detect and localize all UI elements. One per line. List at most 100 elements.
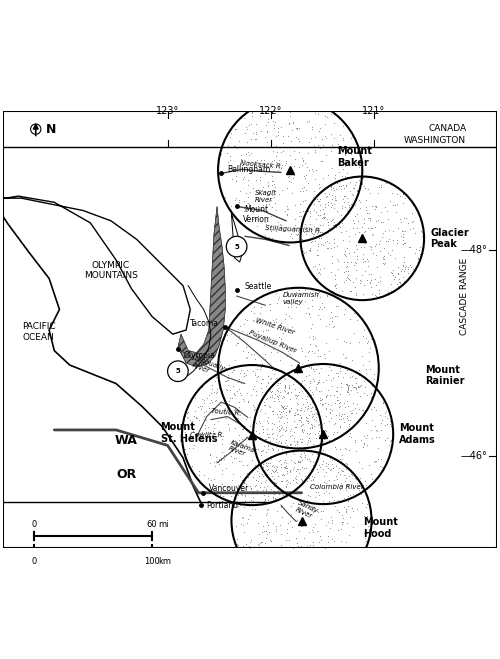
Point xyxy=(308,411,316,422)
Point xyxy=(278,401,286,412)
Point xyxy=(244,499,252,509)
Point xyxy=(322,411,330,421)
Point xyxy=(268,428,276,439)
Point xyxy=(361,226,369,237)
Point xyxy=(299,141,307,152)
Point xyxy=(230,405,238,415)
Point xyxy=(292,98,300,109)
Point xyxy=(198,382,206,393)
Point xyxy=(336,401,344,412)
Point xyxy=(349,223,357,233)
Point xyxy=(261,434,269,444)
Point xyxy=(332,218,340,229)
Point xyxy=(274,415,282,426)
Point xyxy=(318,134,326,144)
Point xyxy=(263,517,271,528)
Point xyxy=(206,432,214,442)
Point xyxy=(363,499,371,509)
Point xyxy=(342,202,349,213)
Point xyxy=(280,576,288,587)
Point xyxy=(236,484,244,495)
Point xyxy=(348,408,356,418)
Point xyxy=(274,471,282,481)
Point xyxy=(329,183,337,193)
Point xyxy=(330,419,338,430)
Point xyxy=(227,491,235,501)
Point xyxy=(240,501,248,512)
Point xyxy=(362,374,370,385)
Point xyxy=(231,414,239,424)
Point xyxy=(282,422,290,432)
Point xyxy=(328,316,336,326)
Point xyxy=(394,281,402,291)
Point xyxy=(347,465,355,476)
Point xyxy=(354,403,362,414)
Point xyxy=(277,540,285,550)
Point xyxy=(315,430,323,441)
Point xyxy=(371,241,379,252)
Point xyxy=(388,268,396,279)
Point xyxy=(405,242,413,252)
Point xyxy=(296,457,304,467)
Point xyxy=(300,170,308,181)
Point xyxy=(350,229,358,240)
Point xyxy=(296,451,304,462)
Point xyxy=(271,478,279,488)
Point xyxy=(215,454,223,465)
Point xyxy=(246,411,254,422)
Point xyxy=(210,422,218,433)
Point xyxy=(367,242,375,252)
Point xyxy=(300,351,308,361)
Point xyxy=(275,436,283,447)
Point xyxy=(276,413,283,423)
Text: Mount
Baker: Mount Baker xyxy=(338,146,372,168)
Point xyxy=(232,453,239,463)
Point xyxy=(277,502,285,513)
Point xyxy=(232,488,239,498)
Point xyxy=(376,272,384,283)
Point xyxy=(260,349,268,359)
Point xyxy=(366,278,374,289)
Point xyxy=(310,107,318,118)
Point xyxy=(344,197,352,208)
Point xyxy=(362,368,370,379)
Point xyxy=(322,571,330,582)
Text: Tacoma: Tacoma xyxy=(190,320,219,328)
Point xyxy=(249,314,257,325)
Point xyxy=(336,363,344,374)
Point xyxy=(296,410,304,420)
Point xyxy=(316,210,324,220)
Point xyxy=(283,413,291,424)
Point xyxy=(249,207,257,217)
Point xyxy=(229,209,237,219)
Point xyxy=(310,409,318,420)
Point xyxy=(319,436,327,447)
Point xyxy=(250,381,258,391)
Point xyxy=(350,183,358,193)
Point xyxy=(340,183,348,193)
Point xyxy=(332,565,340,576)
Point xyxy=(316,462,324,473)
Point xyxy=(258,378,266,389)
Point xyxy=(276,557,283,567)
Point xyxy=(230,453,238,463)
Point xyxy=(360,217,368,228)
Point xyxy=(286,501,294,511)
Point xyxy=(282,425,290,436)
Point xyxy=(316,395,324,405)
Point xyxy=(262,470,270,480)
Point xyxy=(290,346,298,357)
Point xyxy=(342,378,350,389)
Point xyxy=(389,270,397,280)
Point xyxy=(310,428,318,439)
Point xyxy=(295,136,303,147)
Point xyxy=(264,432,272,442)
Point xyxy=(342,173,349,184)
Point xyxy=(396,277,404,288)
Point xyxy=(370,457,378,468)
Point xyxy=(268,194,276,205)
Point xyxy=(318,567,326,578)
Point xyxy=(316,302,324,312)
Point xyxy=(310,173,318,184)
Point xyxy=(330,219,338,230)
